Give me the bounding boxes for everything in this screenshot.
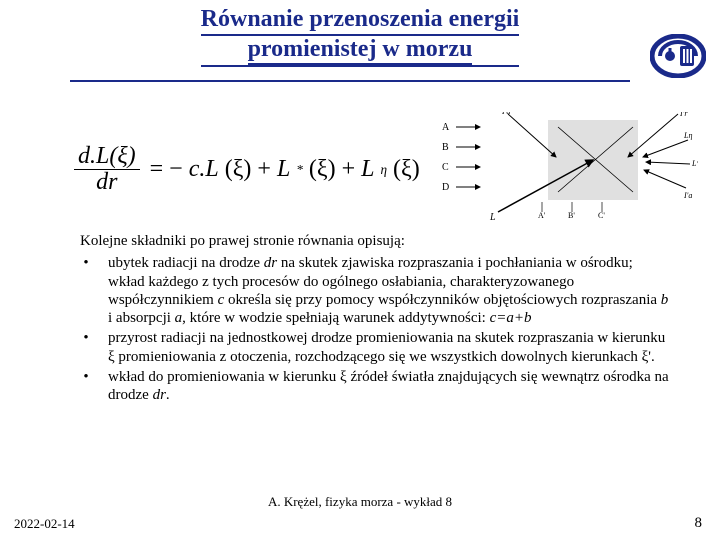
title-line-2: promienistej w morzu xyxy=(248,36,473,66)
logo xyxy=(650,34,706,83)
header-rule xyxy=(70,80,630,82)
footer-date: 2022-02-14 xyxy=(14,516,75,532)
svg-text:B': B' xyxy=(568,211,575,220)
svg-text:L*: L* xyxy=(691,159,698,168)
svg-text:I'd: I'd xyxy=(501,112,511,116)
svg-text:A: A xyxy=(442,122,450,133)
body-intro: Kolejne składniki po prawej stronie równ… xyxy=(80,232,670,250)
eq-lhs-num: d.L(ξ) xyxy=(74,144,140,170)
eq-lhs-den: dr xyxy=(92,170,121,195)
body-text: Kolejne składniki po prawej stronie równ… xyxy=(80,232,670,407)
svg-text:C: C xyxy=(442,162,449,173)
title-line-1: Równanie przenoszenia energii xyxy=(201,6,520,36)
svg-text:L: L xyxy=(489,212,496,222)
svg-text:C': C' xyxy=(598,211,605,220)
body-list: • ubytek radiacji na drodze dr na skutek… xyxy=(80,254,670,404)
ray-figure: A B C D I'd I'r Lη L* xyxy=(438,112,698,227)
footer-page: 8 xyxy=(695,515,703,532)
svg-text:B: B xyxy=(442,142,449,153)
list-item: • ubytek radiacji na drodze dr na skutek… xyxy=(80,254,670,327)
footer-center: A. Krężel, fizyka morza - wykład 8 xyxy=(0,494,720,510)
slide: Równanie przenoszenia energii promienist… xyxy=(0,0,720,540)
list-item: • przyrost radiacji na jednostkowej drod… xyxy=(80,329,670,366)
svg-text:A': A' xyxy=(538,211,546,220)
slide-title: Równanie przenoszenia energii promienist… xyxy=(0,0,720,67)
svg-text:D: D xyxy=(442,182,449,193)
list-item: • wkład do promieniowania w kierunku ξ ź… xyxy=(80,368,670,405)
equation: d.L(ξ) dr = −c.L(ξ) + L*(ξ) + Lη(ξ) xyxy=(70,144,420,195)
svg-text:I'r: I'r xyxy=(679,112,688,118)
svg-text:I'a: I'a xyxy=(683,191,692,200)
svg-text:Lη: Lη xyxy=(683,131,692,140)
equation-row: d.L(ξ) dr = −c.L(ξ) + L*(ξ) + Lη(ξ) A B … xyxy=(70,112,690,227)
